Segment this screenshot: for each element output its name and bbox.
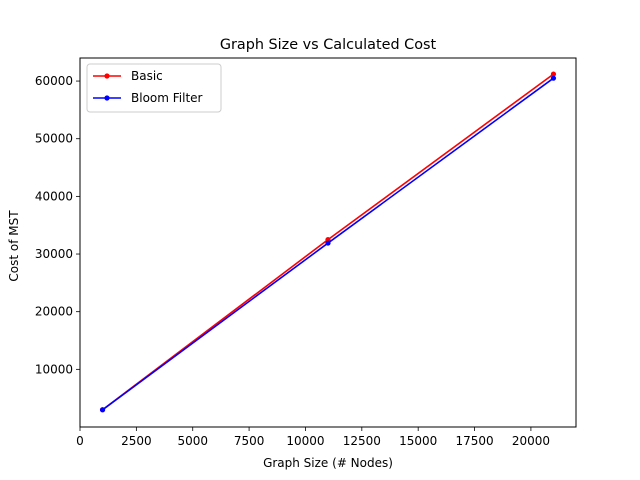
legend-marker-bloom-filter xyxy=(104,95,110,101)
x-tick-label: 2500 xyxy=(121,434,152,448)
plot-frame xyxy=(79,57,577,428)
series-layer xyxy=(99,71,557,413)
x-axis-ticks: 0 2500 5000 7500 10000 12500 15000 17500 20000 xyxy=(76,427,550,448)
y-axis-label: Cost of MST xyxy=(7,210,21,282)
y-tick-label: 50000 xyxy=(35,132,73,146)
x-tick-label: 5000 xyxy=(177,434,208,448)
x-tick-label: 0 xyxy=(76,434,84,448)
y-tick-label: 30000 xyxy=(35,247,73,261)
legend-label-basic: Basic xyxy=(131,69,163,83)
chart-title: Graph Size vs Calculated Cost xyxy=(220,37,437,53)
data-point-basic xyxy=(550,71,557,77)
y-axis-ticks: 10000 20000 30000 40000 50000 60000 xyxy=(35,74,80,376)
y-tick-label: 10000 xyxy=(35,362,73,376)
x-tick-label: 7500 xyxy=(234,434,265,448)
x-tick-label: 10000 xyxy=(286,434,324,448)
legend: Basic Bloom Filter xyxy=(86,63,222,113)
x-tick-label: 12500 xyxy=(343,434,381,448)
data-point-bloom-filter xyxy=(99,407,106,413)
x-tick-label: 15000 xyxy=(399,434,437,448)
data-point-bloom-filter xyxy=(550,75,557,81)
legend-label-bloom-filter: Bloom Filter xyxy=(131,91,203,105)
x-axis-label: Graph Size (# Nodes) xyxy=(263,456,393,470)
data-point-bloom-filter xyxy=(325,240,331,246)
y-tick-label: 40000 xyxy=(35,189,73,203)
y-tick-label: 60000 xyxy=(35,74,73,88)
y-tick-label: 20000 xyxy=(35,305,73,319)
legend-marker-basic xyxy=(104,73,110,79)
x-tick-label: 20000 xyxy=(512,434,550,448)
x-tick-label: 17500 xyxy=(455,434,493,448)
